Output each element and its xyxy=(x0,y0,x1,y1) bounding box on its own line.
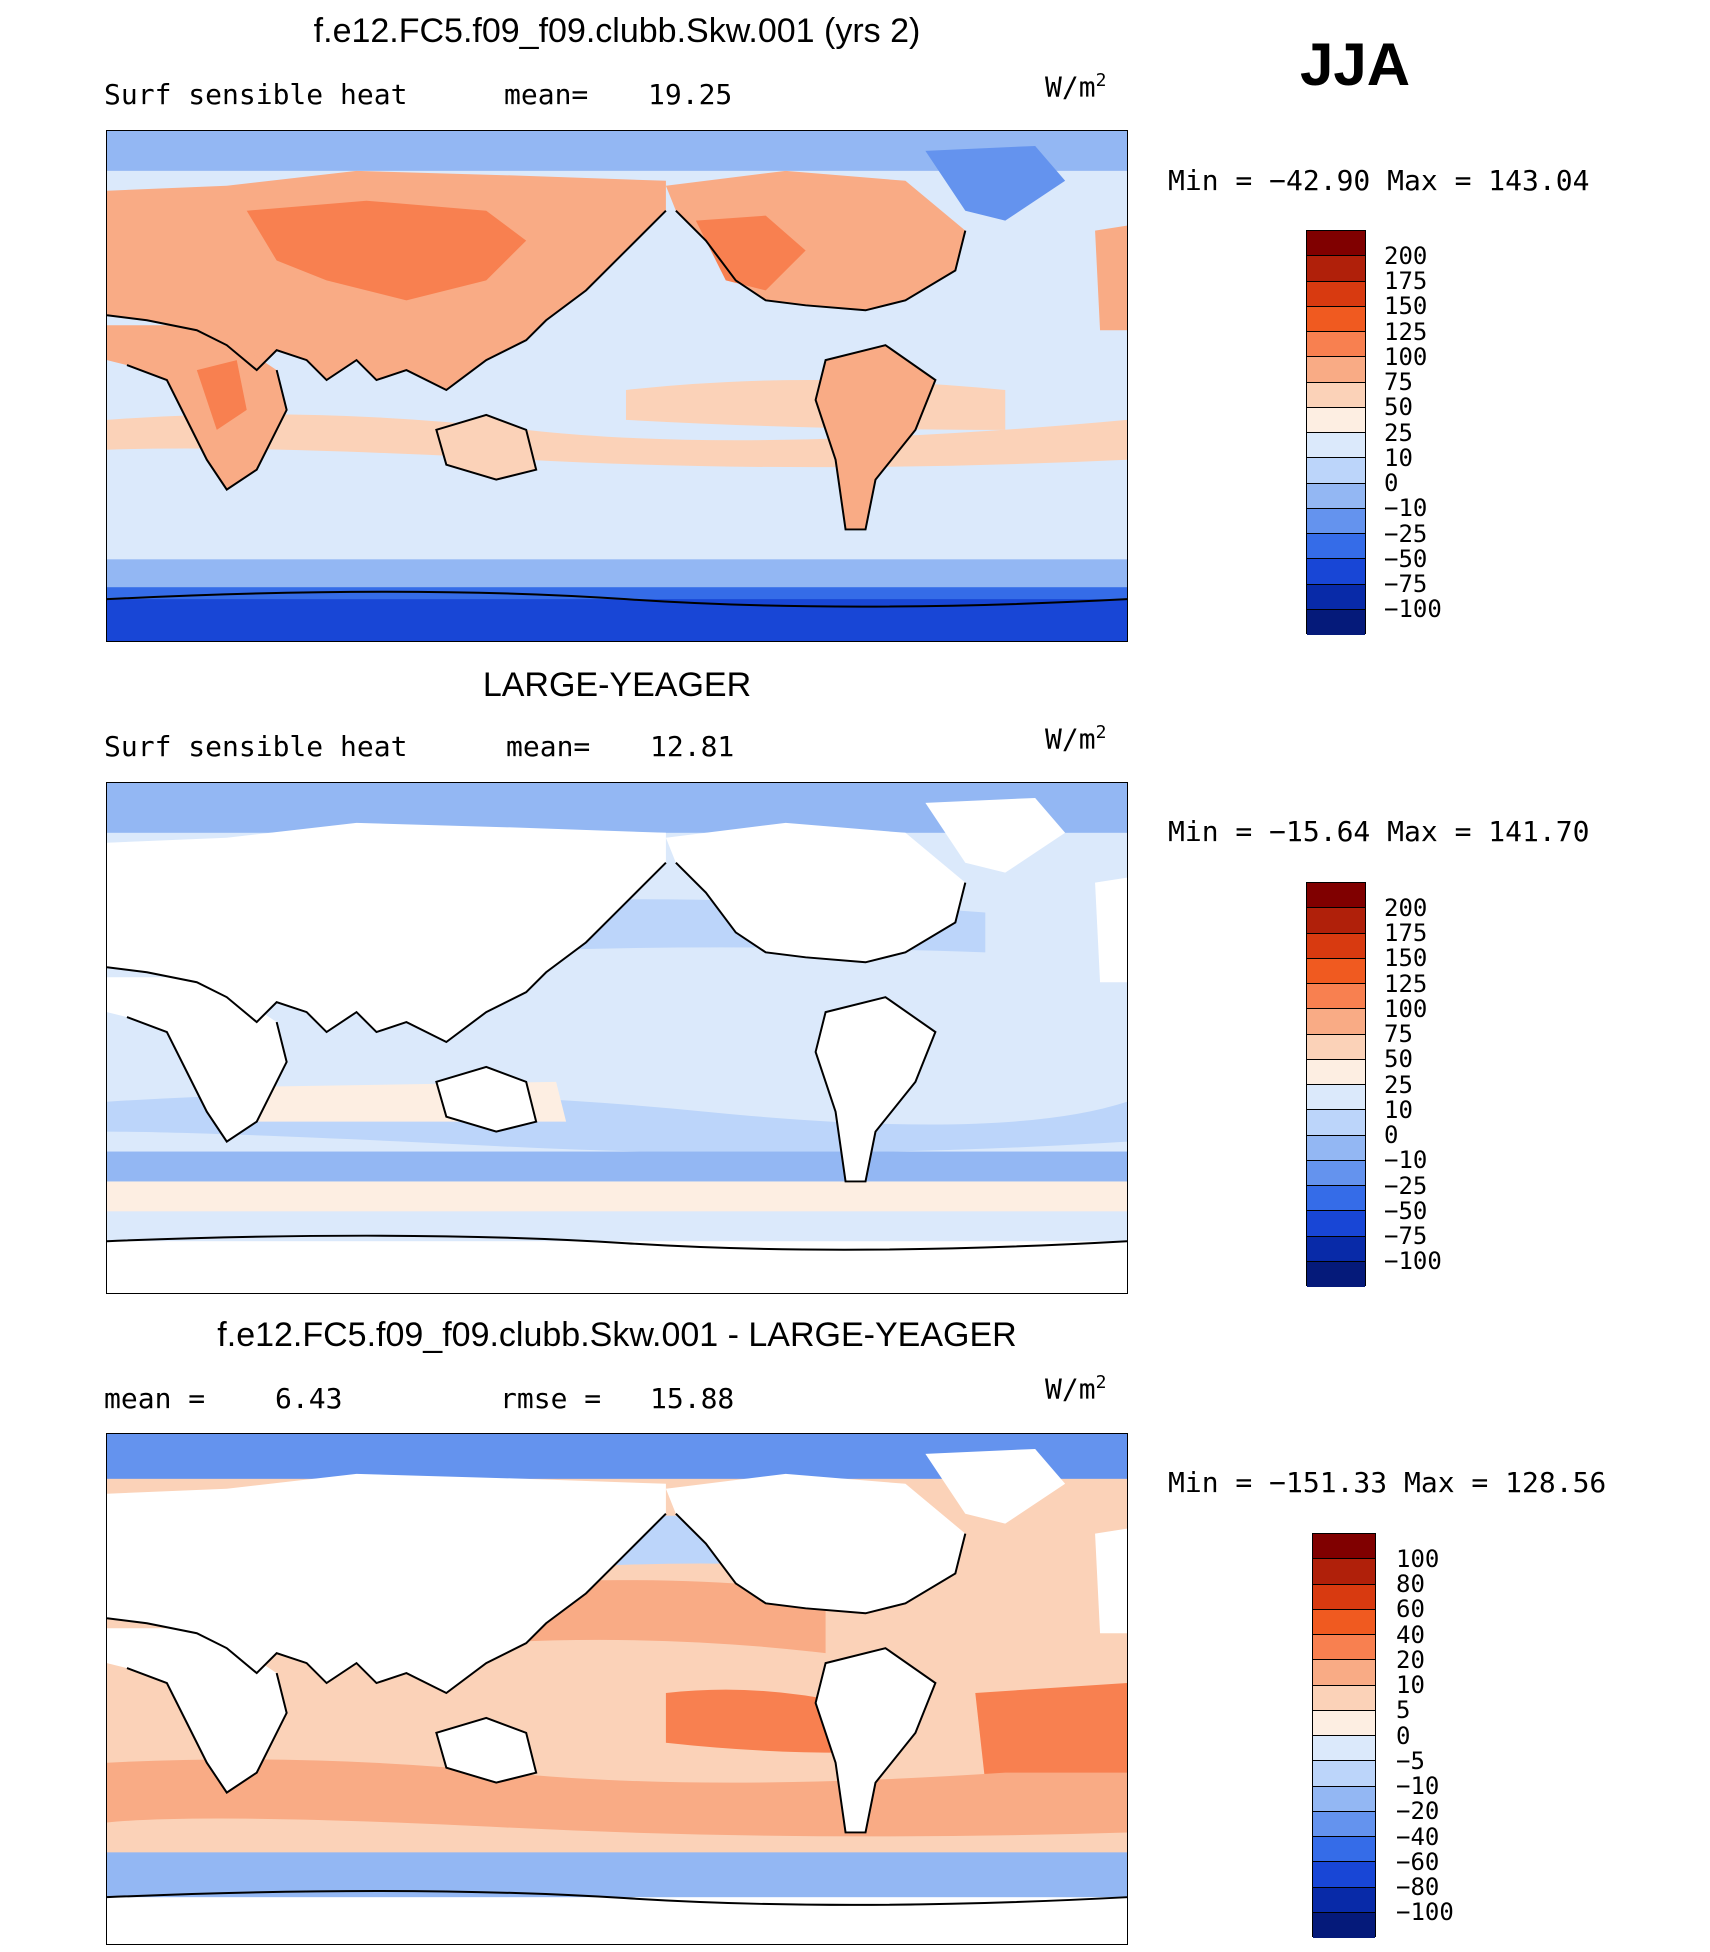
panel-1-mean-label: mean= xyxy=(504,78,589,111)
colorbar-tick: 200 xyxy=(1384,242,1428,270)
colorbar-tick: 10 xyxy=(1396,1671,1425,1699)
colorbar-tick: 80 xyxy=(1396,1570,1425,1598)
colorbar-tick: −25 xyxy=(1384,520,1428,548)
panel-3-title: f.e12.FC5.f09_f09.clubb.Skw.001 - LARGE-… xyxy=(217,1316,1017,1354)
panel-3-colorbar xyxy=(1312,1533,1376,1938)
colorbar-tick: −80 xyxy=(1396,1873,1440,1901)
panel-2-colorbar xyxy=(1306,882,1366,1287)
panel-1-mean-value: 19.25 xyxy=(648,78,733,111)
colorbar-tick: −100 xyxy=(1384,595,1442,623)
panel-2-map xyxy=(106,782,1128,1294)
panel-2-units: W/m2 xyxy=(1045,722,1107,756)
colorbar-tick: −100 xyxy=(1384,1247,1442,1275)
panel-2-title: LARGE-YEAGER xyxy=(482,666,752,704)
colorbar-tick: 125 xyxy=(1384,970,1428,998)
colorbar-tick: −50 xyxy=(1384,545,1428,573)
colorbar-tick: 5 xyxy=(1396,1696,1411,1724)
panel-1-minmax: Min = −42.90 Max = 143.04 xyxy=(1168,164,1590,197)
colorbar-tick: 100 xyxy=(1384,995,1428,1023)
season-label: JJA xyxy=(1300,31,1411,98)
colorbar-tick: 200 xyxy=(1384,894,1428,922)
colorbar-tick: 25 xyxy=(1384,1071,1413,1099)
colorbar-tick: −10 xyxy=(1384,494,1428,522)
panel-3-map xyxy=(106,1433,1128,1945)
panel-3-rmse-value: 15.88 xyxy=(650,1382,735,1415)
colorbar-tick: 0 xyxy=(1384,469,1399,497)
panel-1-map xyxy=(106,130,1128,642)
colorbar-tick: −75 xyxy=(1384,570,1428,598)
colorbar-tick: 175 xyxy=(1384,267,1428,295)
colorbar-tick: 25 xyxy=(1384,419,1413,447)
colorbar-tick: −25 xyxy=(1384,1172,1428,1200)
colorbar-tick: −10 xyxy=(1384,1146,1428,1174)
colorbar-tick: −100 xyxy=(1396,1898,1454,1926)
panel-1-variable-label: Surf sensible heat xyxy=(104,78,408,111)
colorbar-tick: 75 xyxy=(1384,368,1413,396)
colorbar-tick: 40 xyxy=(1396,1621,1425,1649)
panel-2-variable-label: Surf sensible heat xyxy=(104,730,408,763)
colorbar-tick: 75 xyxy=(1384,1020,1413,1048)
colorbar-tick: 50 xyxy=(1384,393,1413,421)
panel-3-minmax: Min = −151.33 Max = 128.56 xyxy=(1168,1466,1607,1499)
colorbar-tick: −75 xyxy=(1384,1222,1428,1250)
panel-3-units: W/m2 xyxy=(1045,1372,1107,1406)
colorbar-tick: 60 xyxy=(1396,1595,1425,1623)
panel-1-units: W/m2 xyxy=(1045,70,1107,104)
colorbar-tick: 10 xyxy=(1384,1096,1413,1124)
panel-1-title: f.e12.FC5.f09_f09.clubb.Skw.001 (yrs 2) xyxy=(313,12,921,50)
colorbar-tick: 150 xyxy=(1384,944,1428,972)
panel-2-minmax: Min = −15.64 Max = 141.70 xyxy=(1168,815,1590,848)
panel-1-colorbar xyxy=(1306,230,1366,635)
colorbar-tick: 0 xyxy=(1396,1722,1411,1750)
colorbar-tick: 0 xyxy=(1384,1121,1399,1149)
colorbar-tick: 100 xyxy=(1384,343,1428,371)
colorbar-tick: 50 xyxy=(1384,1045,1413,1073)
colorbar-tick: 20 xyxy=(1396,1646,1425,1674)
colorbar-tick: 10 xyxy=(1384,444,1413,472)
panel-2-mean-value: 12.81 xyxy=(650,730,735,763)
colorbar-tick: 175 xyxy=(1384,919,1428,947)
colorbar-tick: −20 xyxy=(1396,1797,1440,1825)
panel-3-mean-label: mean = xyxy=(104,1382,206,1415)
colorbar-tick: −40 xyxy=(1396,1823,1440,1851)
colorbar-tick: 150 xyxy=(1384,292,1428,320)
colorbar-tick: −50 xyxy=(1384,1197,1428,1225)
panel-3-rmse-label: rmse = xyxy=(500,1382,602,1415)
colorbar-tick: 125 xyxy=(1384,318,1428,346)
colorbar-tick: 100 xyxy=(1396,1545,1440,1573)
panel-2-mean-label: mean= xyxy=(506,730,591,763)
colorbar-tick: −60 xyxy=(1396,1848,1440,1876)
colorbar-tick: −10 xyxy=(1396,1772,1440,1800)
colorbar-tick: −5 xyxy=(1396,1747,1425,1775)
panel-3-mean-value: 6.43 xyxy=(275,1382,343,1415)
